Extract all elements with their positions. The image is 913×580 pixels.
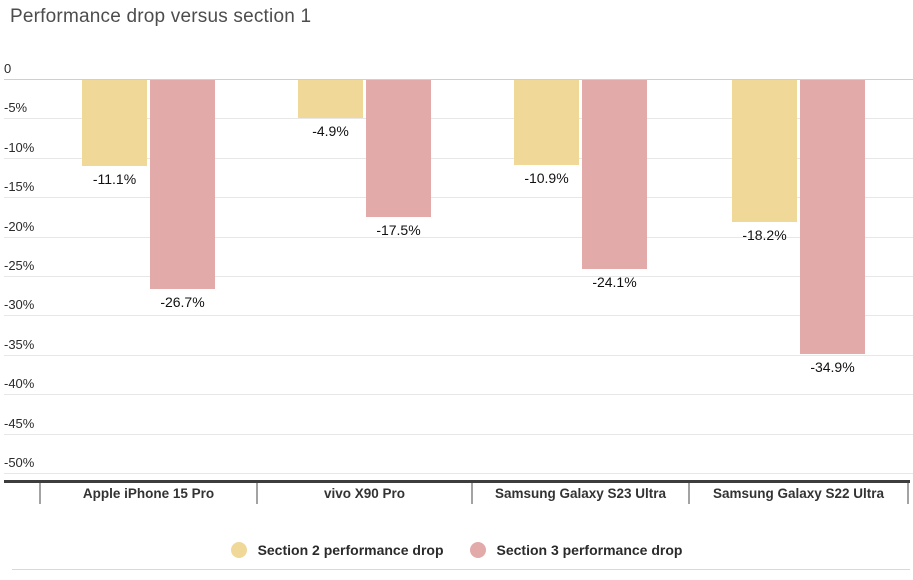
x-axis-tick-4: [907, 483, 909, 504]
x-axis-tick-0: [39, 483, 41, 504]
bar-value-label-samsung-galaxy-s22-ultra-18-2: -18.2%: [742, 227, 787, 244]
bar-section-2-samsung-galaxy-s23-ultra[interactable]: [514, 80, 579, 165]
gridline-45: [4, 433, 913, 435]
bar-section-2-samsung-galaxy-s22-ultra[interactable]: [732, 80, 797, 223]
legend-swatch-section-2-icon: [230, 542, 247, 558]
gridline-20: [4, 236, 913, 238]
legend: Section 2 performance drop Section 3 per…: [0, 540, 913, 560]
bottom-divider: [12, 569, 910, 570]
category-label-samsung-galaxy-s22-ultra: Samsung Galaxy S22 Ultra: [712, 486, 885, 501]
gridline-25: [4, 276, 913, 277]
y-axis-tick-label-30: -30%: [4, 297, 35, 313]
bar-value-label-samsung-galaxy-s22-ultra-34-9: -34.9%: [810, 359, 855, 375]
bar-section-2-vivo-x90-pro[interactable]: [298, 80, 363, 118]
y-axis-tick-label-35: -35%: [4, 336, 35, 352]
y-axis-tick-label-40: -40%: [4, 376, 35, 392]
x-axis-line: [4, 480, 910, 483]
y-axis-tick-label-20: -20%: [4, 218, 35, 234]
gridline-5: [4, 118, 913, 120]
gridline-30: [4, 315, 913, 317]
gridline-35: [4, 354, 913, 356]
bar-value-label-apple-iphone-15-pro-26-7: -26.7%: [160, 294, 205, 311]
y-axis-tick-label-25: -25%: [4, 258, 35, 273]
legend-label-section-3: Section 3 performance drop: [496, 542, 683, 558]
gridline-50: [4, 473, 913, 474]
y-axis-tick-label-45: -45%: [4, 415, 35, 431]
zero-gridline: [4, 79, 913, 80]
y-axis-tick-label-0: 0: [4, 61, 12, 76]
bar-section-3-samsung-galaxy-s23-ultra[interactable]: [582, 80, 647, 269]
legend-item-section-2-performance-drop[interactable]: Section 2 performance drop: [230, 542, 444, 558]
chart-title: Performance drop versus section 1: [10, 6, 312, 27]
bar-value-label-apple-iphone-15-pro-11-1: -11.1%: [92, 171, 137, 188]
legend-swatch-section-3-icon: [469, 542, 486, 558]
bar-section-3-vivo-x90-pro[interactable]: [366, 80, 431, 217]
bar-value-label-vivo-x90-pro-4-9: -4.9%: [312, 122, 349, 139]
bar-section-3-apple-iphone-15-pro[interactable]: [150, 80, 215, 290]
legend-label-section-2: Section 2 performance drop: [257, 542, 444, 558]
x-axis-tick-1: [256, 483, 258, 504]
category-label-samsung-galaxy-s23-ultra: Samsung Galaxy S23 Ultra: [494, 486, 667, 501]
category-label-apple-iphone-15-pro: Apple iPhone 15 Pro: [82, 486, 215, 501]
y-axis-tick-label-5: -5%: [4, 100, 28, 116]
bar-value-label-vivo-x90-pro-17-5: -17.5%: [376, 221, 421, 238]
bar-value-label-samsung-galaxy-s23-ultra-10-9: -10.9%: [524, 169, 569, 186]
category-label-vivo-x90-pro: vivo X90 Pro: [323, 486, 406, 501]
x-axis-tick-3: [688, 483, 690, 504]
legend-item-section-3-performance-drop[interactable]: Section 3 performance drop: [469, 542, 683, 558]
bar-section-2-apple-iphone-15-pro[interactable]: [82, 80, 147, 167]
y-axis-tick-label-15: -15%: [4, 179, 35, 195]
y-axis-tick-label-10: -10%: [4, 139, 35, 155]
gridline-40: [4, 394, 913, 396]
gridline-10: [4, 157, 913, 159]
gridline-15: [4, 197, 913, 199]
bar-section-3-samsung-galaxy-s22-ultra[interactable]: [800, 80, 865, 354]
x-axis-tick-2: [471, 483, 473, 504]
bar-value-label-samsung-galaxy-s23-ultra-24-1: -24.1%: [592, 273, 637, 290]
y-axis-tick-label-50: -50%: [4, 455, 35, 470]
